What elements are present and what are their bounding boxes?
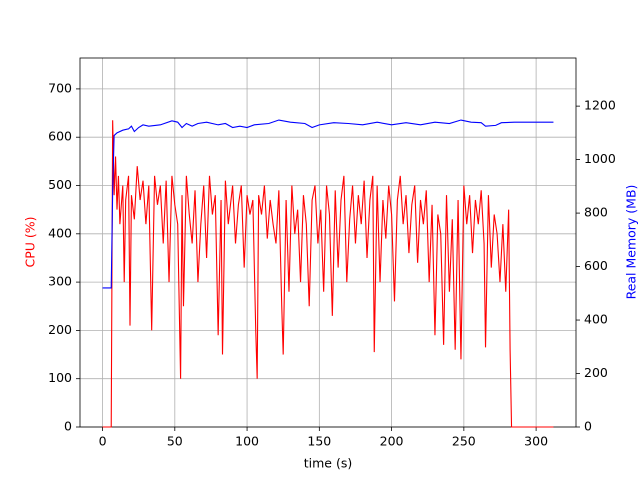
y-tick-label: 500	[48, 177, 72, 192]
plot-frame	[79, 57, 577, 428]
y2-tick-label: 1000	[584, 151, 616, 166]
y2-tick-label: 400	[584, 312, 608, 327]
y-tick-label: 200	[48, 322, 72, 337]
x-tick-label: 200	[380, 434, 404, 449]
x-tick-label: 150	[307, 434, 331, 449]
x-tick-label: 0	[99, 434, 107, 449]
y-tick-label: 300	[48, 274, 72, 289]
x-tick-label: 100	[235, 434, 259, 449]
y-tick-label: 100	[48, 370, 72, 385]
y-tick-label: 600	[48, 129, 72, 144]
series-line	[102, 120, 554, 428]
y2-tick-label: 0	[584, 419, 592, 434]
x-tick-label: 50	[167, 434, 183, 449]
x-axis-label: time (s)	[304, 456, 352, 471]
y-tick-label: 0	[64, 419, 72, 434]
y2-tick-label: 600	[584, 258, 608, 273]
series-line	[102, 119, 554, 289]
y-tick-label: 400	[48, 225, 72, 240]
y2-axis-label: Real Memory (MB)	[624, 185, 639, 300]
y2-tick-label: 800	[584, 205, 608, 220]
y2-tick-label: 1200	[584, 98, 616, 113]
x-tick-label: 300	[524, 434, 548, 449]
y2-tick-label: 200	[584, 365, 608, 380]
x-tick-label: 250	[452, 434, 476, 449]
y-tick-label: 700	[48, 80, 72, 95]
y-axis-label: CPU (%)	[23, 216, 38, 267]
